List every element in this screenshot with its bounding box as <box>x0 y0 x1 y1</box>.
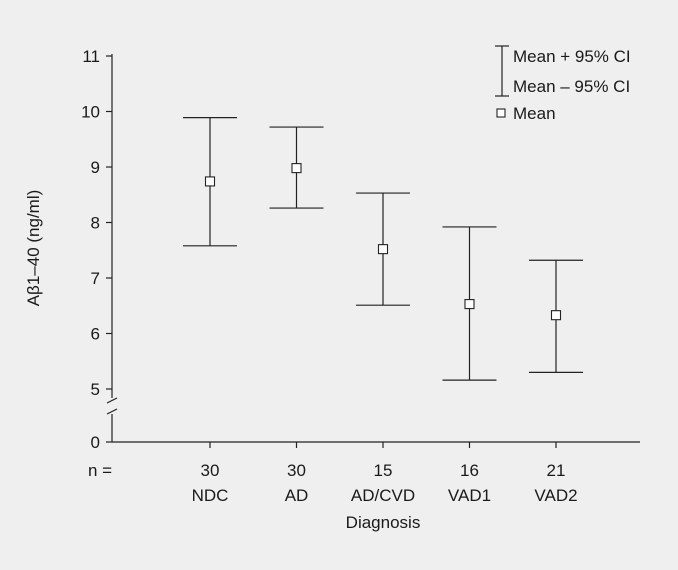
x-tick-label: VAD2 <box>534 486 577 505</box>
axis-break-mark <box>106 408 118 415</box>
y-tick-label: 8 <box>91 214 100 233</box>
data-marks <box>183 117 583 381</box>
y-tick-label: 10 <box>81 103 100 122</box>
y-tick-label: 9 <box>91 158 100 177</box>
errorbar-group <box>183 117 237 247</box>
mean-marker <box>550 310 562 321</box>
x-tick-label: AD <box>285 486 309 505</box>
errorbar-group <box>356 192 410 306</box>
y-tick-label: 5 <box>91 380 100 399</box>
legend-mean-marker <box>496 108 506 118</box>
legend: Mean + 95% CI Mean – 95% CI Mean <box>495 45 631 123</box>
y-tick-label: 0 <box>91 433 100 452</box>
n-value: 15 <box>374 461 393 480</box>
errorbar-group <box>529 259 583 373</box>
mean-marker <box>291 163 302 174</box>
errorbar-group <box>269 126 324 209</box>
n-value: 30 <box>201 461 220 480</box>
n-value: 21 <box>547 461 566 480</box>
y-tick-label: 6 <box>91 325 100 344</box>
x-ticks: 30 NDC 30 AD 15 AD/CVD 16 VAD1 21 VAD2 <box>192 442 578 505</box>
axis-break-mark <box>106 397 118 404</box>
legend-lower-label: Mean – 95% CI <box>513 77 630 96</box>
x-tick-label: NDC <box>192 486 229 505</box>
n-label: n = <box>88 461 112 480</box>
n-value: 16 <box>460 461 479 480</box>
legend-upper-label: Mean + 95% CI <box>513 47 631 66</box>
mean-marker <box>464 299 475 310</box>
n-value: 30 <box>287 461 306 480</box>
legend-mean-label: Mean <box>513 104 556 123</box>
x-tick-label: VAD1 <box>448 486 491 505</box>
y-ticks: 0 5 6 7 8 9 10 11 <box>81 47 112 452</box>
axes <box>106 54 640 443</box>
y-axis-label: Aβ1–40 (ng/ml) <box>24 190 43 307</box>
x-axis-label: Diagnosis <box>346 513 421 532</box>
y-tick-label: 11 <box>82 47 100 66</box>
mean-marker <box>204 176 216 187</box>
errorbar-group <box>442 226 497 381</box>
y-tick-label: 7 <box>91 269 100 288</box>
x-tick-label: AD/CVD <box>351 486 415 505</box>
mean-marker <box>377 244 389 255</box>
